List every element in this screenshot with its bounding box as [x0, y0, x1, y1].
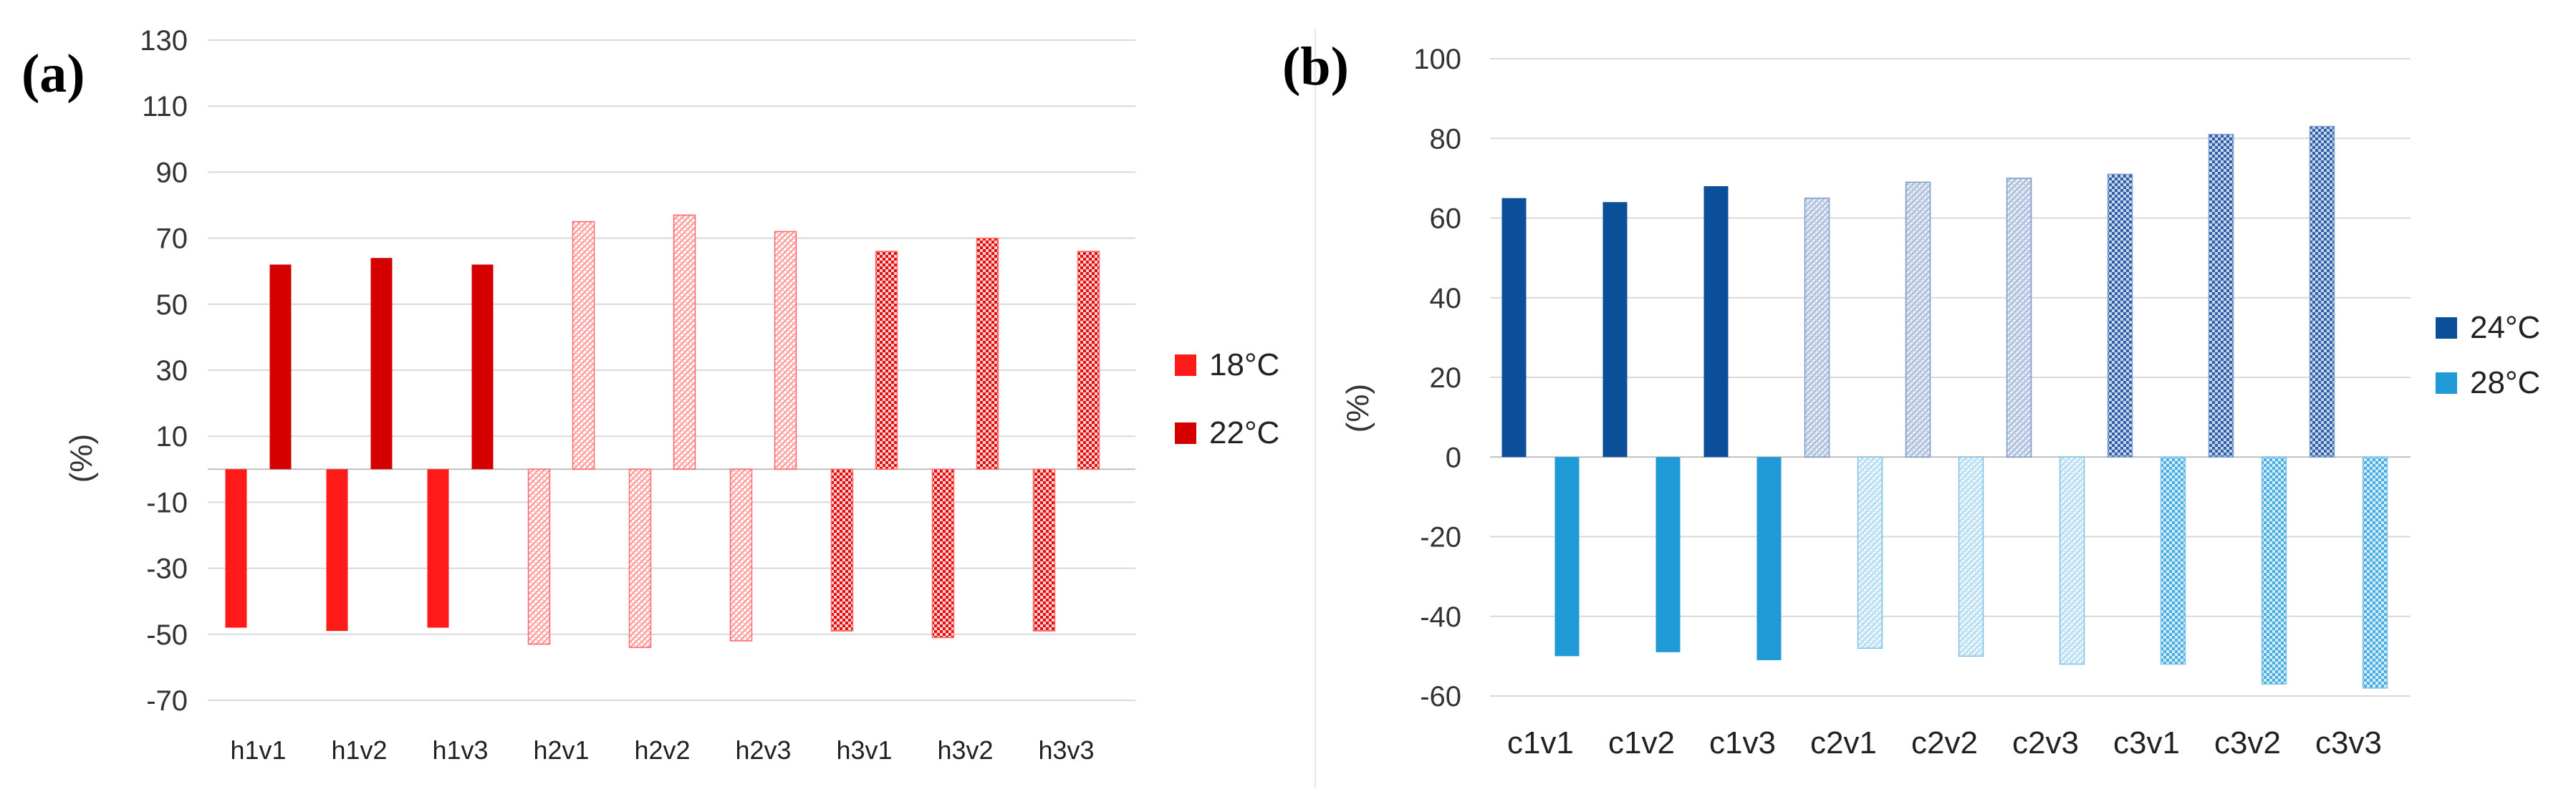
panel-b-gridlines	[1490, 58, 2411, 697]
bar-h1v3-18-c	[427, 469, 449, 628]
panel-a-bars	[225, 214, 1100, 648]
bar-c2v1-28-c	[1857, 456, 1883, 649]
y-tick-label: 0	[1446, 442, 1461, 473]
y-tick-label: 100	[1413, 44, 1461, 75]
y-tick-label: 40	[1430, 283, 1462, 314]
y-tick-label: 30	[156, 355, 188, 387]
panel-a-label: (a)	[21, 44, 85, 104]
bar-h2v3-18-c	[729, 468, 753, 642]
bar-c3v2-24-c	[2208, 133, 2234, 458]
y-tick-label: -70	[146, 685, 188, 717]
x-tick-label-h2v2: h2v2	[634, 735, 690, 765]
panel-b-y-ticks: 100 80 60 40 20 0 -20 -40 -60	[1413, 44, 1461, 712]
y-tick-label: -20	[1420, 522, 1461, 554]
y-tick-label: -60	[1420, 681, 1461, 712]
bar-c1v1-24-c	[1501, 198, 1527, 458]
bar-h3v2-22-c	[976, 237, 999, 470]
legend-label-22c: 22°C	[1209, 415, 1279, 450]
y-tick-label: 110	[142, 91, 188, 122]
legend-swatch-18c	[1175, 354, 1196, 376]
panel-a-y-ticks: 130 110 90 70 50 30 10 -10 -30 -50 -70	[140, 25, 188, 717]
x-tick-label-h3v2: h3v2	[937, 735, 993, 765]
bar-c2v3-24-c	[2006, 178, 2032, 458]
panel-a-legend: 18°C 22°C	[1175, 347, 1279, 450]
x-tick-label-h3v3: h3v3	[1038, 735, 1094, 765]
x-tick-label-h3v1: h3v1	[836, 735, 892, 765]
x-tick-label-h2v1: h2v1	[533, 735, 589, 765]
bar-c1v2-28-c	[1655, 457, 1681, 652]
x-tick-label-c3v1: c3v1	[2113, 725, 2180, 760]
bar-c3v3-28-c	[2362, 456, 2388, 689]
y-tick-label: 60	[1430, 203, 1462, 235]
x-tick-label-c1v3: c1v3	[1709, 725, 1776, 760]
bar-h1v1-18-c	[225, 469, 247, 628]
x-tick-label-c3v2: c3v2	[2214, 725, 2281, 760]
x-tick-label-h1v3: h1v3	[432, 735, 488, 765]
y-tick-label: -40	[1420, 601, 1461, 633]
panel-a-x-ticks: h1v1 h1v2 h1v3 h2v1 h2v2 h2v3 h3v1 h3v2 h3v3	[230, 735, 1094, 765]
x-tick-label-h1v2: h1v2	[331, 735, 387, 765]
bar-h1v2-18-c	[326, 469, 348, 632]
bar-h1v3-22-c	[471, 264, 494, 470]
bar-c1v3-28-c	[1756, 457, 1782, 660]
panel-a-y-axis-label: (%)	[64, 434, 99, 483]
bar-c2v2-28-c	[1958, 456, 1984, 657]
panel-b-label: (b)	[1282, 37, 1349, 97]
bar-h3v1-22-c	[875, 251, 898, 470]
y-tick-label: 90	[156, 157, 188, 188]
panel-b-legend: 24°C 28°C	[2436, 310, 2540, 400]
x-tick-label-c2v3: c2v3	[2012, 725, 2079, 760]
x-tick-label-c1v2: c1v2	[1608, 725, 1675, 760]
bar-h3v1-18-c	[830, 468, 854, 632]
bar-h3v2-18-c	[931, 468, 955, 639]
bar-h2v2-22-c	[673, 214, 696, 470]
legend-label-28c: 28°C	[2470, 365, 2540, 400]
panel-b-bars	[1501, 125, 2388, 689]
bar-c1v2-24-c	[1602, 202, 1628, 458]
bar-h3v3-18-c	[1032, 468, 1056, 632]
legend-label-24c: 24°C	[2470, 310, 2540, 345]
panel-a: (a) (%) 130 110 90 70 50 30 10 -10 -30 -50 -70 h1v…	[21, 25, 1279, 765]
legend-swatch-28c	[2436, 372, 2457, 394]
bar-h2v3-22-c	[774, 231, 797, 470]
bar-c2v3-28-c	[2059, 456, 2085, 665]
y-tick-label: -30	[146, 554, 188, 585]
x-tick-label-c3v3: c3v3	[2315, 725, 2382, 760]
bar-c2v2-24-c	[1905, 181, 1931, 458]
bar-c2v1-24-c	[1804, 197, 1830, 458]
y-tick-label: -10	[146, 487, 188, 518]
legend-label-18c: 18°C	[1209, 347, 1279, 382]
bar-c1v1-28-c	[1554, 457, 1580, 657]
y-tick-label: 50	[156, 289, 188, 321]
y-tick-label: 80	[1430, 123, 1462, 155]
x-tick-label-h2v3: h2v3	[735, 735, 791, 765]
bar-h1v2-22-c	[370, 258, 393, 470]
y-tick-label: 20	[1430, 362, 1462, 394]
y-tick-label: 130	[140, 25, 188, 57]
bar-c3v1-24-c	[2107, 173, 2133, 458]
bar-c3v2-28-c	[2261, 456, 2287, 685]
x-tick-label-c1v1: c1v1	[1507, 725, 1574, 760]
bar-h2v1-22-c	[572, 221, 595, 470]
bar-c3v3-24-c	[2309, 125, 2335, 458]
y-tick-label: 70	[156, 223, 188, 255]
bar-h3v3-22-c	[1077, 251, 1100, 470]
legend-swatch-24c	[2436, 317, 2457, 339]
bar-h1v1-22-c	[269, 264, 292, 470]
legend-swatch-22c	[1175, 422, 1196, 444]
panel-b-y-axis-label: (%)	[1340, 384, 1375, 433]
bar-h2v1-18-c	[527, 468, 551, 645]
panel-b-x-ticks: c1v1 c1v2 c1v3 c2v1 c2v2 c2v3 c3v1 c3v2 c3v3	[1507, 725, 2382, 760]
bar-h2v2-18-c	[628, 468, 652, 648]
x-tick-label-c2v2: c2v2	[1911, 725, 1978, 760]
y-tick-label: -50	[146, 619, 188, 651]
x-tick-label-h1v1: h1v1	[230, 735, 286, 765]
bar-c3v1-28-c	[2160, 456, 2186, 665]
bar-c1v3-24-c	[1703, 186, 1729, 458]
y-tick-label: 10	[156, 421, 188, 453]
x-tick-label-c2v1: c2v1	[1810, 725, 1877, 760]
